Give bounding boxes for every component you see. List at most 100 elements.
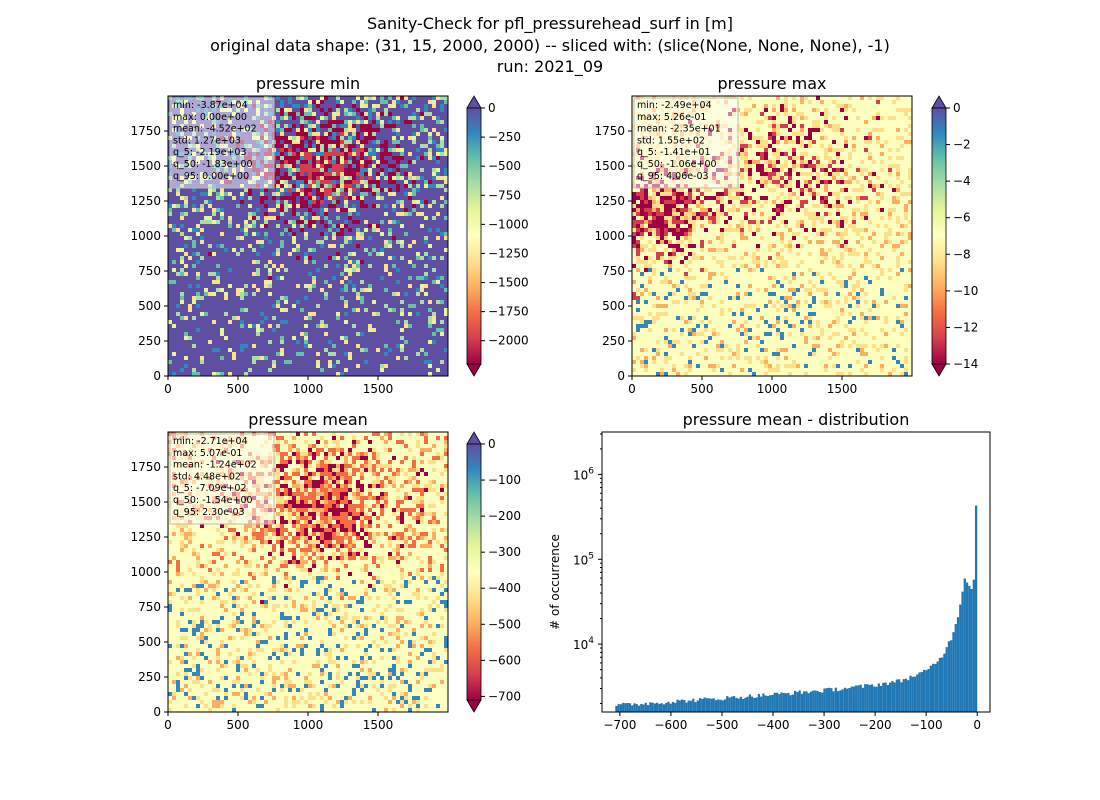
colorbar-tick-label: −14 xyxy=(953,357,978,371)
histogram-bar xyxy=(646,705,650,712)
histogram-title: pressure mean - distribution xyxy=(683,410,910,429)
y-tick-label: 500 xyxy=(138,299,161,313)
histogram-bar xyxy=(911,676,914,712)
histogram-bar xyxy=(974,505,978,712)
histogram-bar xyxy=(864,684,867,712)
heatmap-panel-2: pressure mean 0 500 1000 1500 0 250 500 750 1000 1… xyxy=(130,410,521,732)
histogram-bar xyxy=(852,686,856,712)
histogram-bar xyxy=(753,697,756,712)
histogram-bar xyxy=(800,693,804,712)
histogram-bar xyxy=(662,704,666,712)
histogram-bar xyxy=(712,698,715,712)
histogram-bar xyxy=(870,684,874,712)
histogram-bar xyxy=(721,700,724,712)
histogram-bar xyxy=(676,699,679,712)
colorbar-extend-bottom xyxy=(466,363,482,377)
y-tick-label: 250 xyxy=(602,334,625,348)
x-tick-label: 1000 xyxy=(293,718,324,732)
panel-title-1: pressure max xyxy=(717,74,826,93)
y-tick-label: 1750 xyxy=(594,124,625,138)
histogram-bar xyxy=(922,669,926,712)
histogram-y-tick-label: 105 xyxy=(573,551,594,567)
histogram-bar xyxy=(846,688,849,712)
histogram-bar xyxy=(708,698,711,712)
heatmap-panel-1: pressure max 0 500 1000 1500 0 250 500 750 1000 12… xyxy=(594,74,978,396)
histogram-bar xyxy=(617,704,620,712)
histogram-bar xyxy=(857,685,860,712)
colorbar-tick-label: −1000 xyxy=(488,217,529,231)
colorbar-tick-label: 0 xyxy=(488,437,496,451)
histogram-bar xyxy=(866,684,869,712)
stat-line: q_50: -1.83e+00 xyxy=(173,159,253,170)
histogram-bar xyxy=(778,694,781,712)
histogram-bar xyxy=(642,704,645,712)
histogram-bar xyxy=(898,679,901,712)
x-tick-label: 1500 xyxy=(827,382,858,396)
histogram-bar xyxy=(861,687,865,712)
histogram-bar xyxy=(793,690,797,712)
histogram-bar xyxy=(696,700,699,712)
colorbar-extend-top xyxy=(466,95,482,109)
histogram-bar xyxy=(931,663,935,712)
histogram-bar xyxy=(907,680,910,712)
histogram-y-tick-label: 106 xyxy=(573,466,594,482)
histogram-x-tick-label: −400 xyxy=(757,718,790,732)
histogram-bar xyxy=(848,688,851,712)
histogram-bar xyxy=(687,700,690,712)
histogram-bar xyxy=(816,691,819,712)
histogram-bar xyxy=(669,703,672,712)
histogram-bar xyxy=(920,671,923,712)
x-tick-label: 500 xyxy=(227,382,250,396)
histogram-x-tick-label: −300 xyxy=(808,718,841,732)
colorbar-bar xyxy=(466,107,482,365)
histogram-y-label: # of occurrence xyxy=(548,534,562,630)
histogram-bar xyxy=(859,684,862,712)
histogram-bar xyxy=(735,697,738,712)
histogram-bar xyxy=(751,696,754,712)
histogram-bar xyxy=(692,698,695,712)
histogram-bar xyxy=(723,699,727,712)
histogram-x-tick-label: −600 xyxy=(654,718,687,732)
histogram-bar xyxy=(818,692,822,712)
histogram-bar xyxy=(812,690,815,712)
histogram-bar xyxy=(929,665,932,712)
histogram-bar xyxy=(741,698,745,712)
colorbar-tick-label: −400 xyxy=(488,581,521,595)
stat-line: q_95: 2.30e-03 xyxy=(173,507,245,518)
histogram-bar xyxy=(626,702,629,712)
colorbar-0: 0 −250 −500 −750 −1000 −1250 −1500 −1750 −2000 xyxy=(466,95,529,377)
colorbar-tick-label: −500 xyxy=(488,159,521,173)
histogram-bar xyxy=(965,582,969,712)
histogram-bar xyxy=(649,702,652,712)
histogram-bar xyxy=(739,696,742,712)
colorbar-2: 0 −100 −200 −300 −400 −500 −600 −700 xyxy=(466,431,521,713)
colorbar-tick-label: −6 xyxy=(953,211,971,225)
histogram-bar xyxy=(796,692,799,712)
histogram-bar xyxy=(952,632,955,712)
y-tick-label: 250 xyxy=(138,334,161,348)
histogram-bar xyxy=(902,679,905,712)
x-tick-label: 1000 xyxy=(293,382,324,396)
x-tick-label: 500 xyxy=(691,382,714,396)
histogram-bar xyxy=(827,687,831,712)
histogram-bar xyxy=(694,702,697,712)
stat-line: std: 1.55e+02 xyxy=(637,135,705,146)
histogram-bar xyxy=(809,691,813,712)
histogram-bar xyxy=(918,672,921,712)
histogram-bar xyxy=(968,585,971,712)
histogram-bar xyxy=(683,700,686,712)
colorbar-tick-label: −100 xyxy=(488,473,521,487)
histogram-bar xyxy=(640,703,643,712)
histogram-panel: pressure mean - distribution −700 −600 −500… xyxy=(548,410,991,732)
histogram-bar xyxy=(814,690,817,712)
y-tick-label: 1750 xyxy=(130,460,161,474)
x-tick-label: 0 xyxy=(164,718,172,732)
histogram-bar xyxy=(622,702,625,712)
histogram-bar xyxy=(714,700,718,712)
stat-line: q_95: 4.06e-03 xyxy=(637,171,709,182)
colorbar-tick-label: −250 xyxy=(488,130,521,144)
histogram-bar xyxy=(775,692,779,712)
stat-line: max: 5.26e-01 xyxy=(637,112,706,123)
